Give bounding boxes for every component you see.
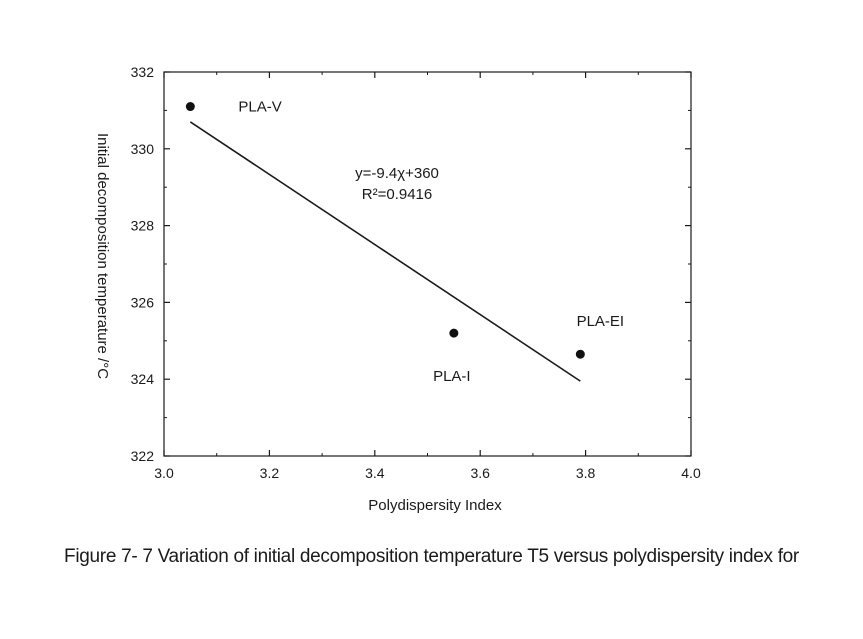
data-point xyxy=(185,102,195,112)
data-points: PLA-V PLA-I PLA-EI xyxy=(185,99,625,385)
fit-line xyxy=(189,121,581,382)
x-tick-label: 3.8 xyxy=(576,465,596,481)
y-tick-label: 322 xyxy=(131,448,155,464)
y-tick-label: 330 xyxy=(131,141,155,157)
x-tick-label: 4.0 xyxy=(681,465,701,481)
point-label: PLA-I xyxy=(433,368,471,385)
y-tick-label: 328 xyxy=(131,218,155,234)
plot-frame xyxy=(163,71,692,457)
point-label: PLA-V xyxy=(238,99,281,116)
point-label: PLA-EI xyxy=(577,313,625,330)
y-tick-label: 324 xyxy=(131,371,155,387)
x-tick-label: 3.0 xyxy=(154,465,174,481)
x-tick-label: 3.4 xyxy=(365,465,385,481)
x-axis-title: Polydispersity Index xyxy=(368,497,502,514)
r-squared-annotation: R²=0.9416 xyxy=(362,186,432,203)
y-axis-title: Initial decomposition temperature /°C xyxy=(94,133,111,379)
data-point xyxy=(575,349,585,359)
chart: 3.0 3.2 3.4 3.6 3.8 4.0 322 324 326 328 330 332 PL… xyxy=(94,64,701,514)
y-tick-label: 332 xyxy=(131,64,155,80)
y-ticks: 322 324 326 328 330 332 xyxy=(131,64,691,464)
equation-annotation: y=-9.4χ+360 xyxy=(355,165,439,182)
data-point xyxy=(449,328,459,338)
x-tick-label: 3.2 xyxy=(260,465,280,481)
x-ticks: 3.0 3.2 3.4 3.6 3.8 4.0 xyxy=(154,72,701,481)
y-tick-label: 326 xyxy=(131,294,155,310)
x-tick-label: 3.6 xyxy=(470,465,490,481)
figure-caption: Figure 7- 7 Variation of initial decompo… xyxy=(64,546,799,567)
